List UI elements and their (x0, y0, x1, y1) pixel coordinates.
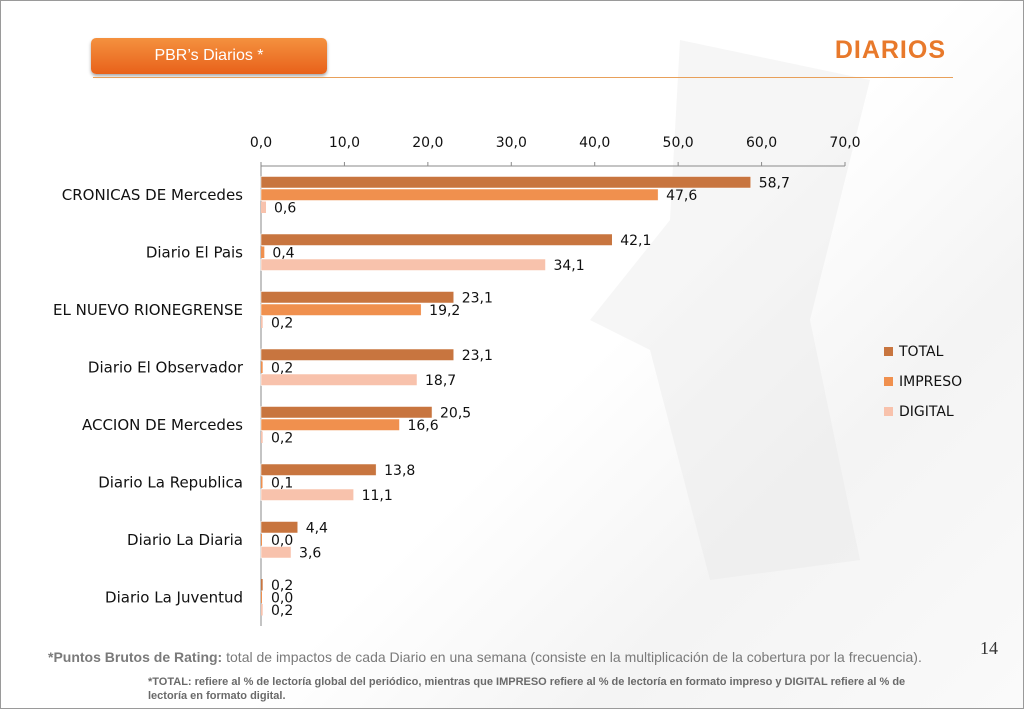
footnote-pbr-term: *Puntos Brutos de Rating: (48, 649, 223, 665)
bar-digital (260, 258, 546, 271)
legend-swatch-digital (884, 407, 893, 416)
bar-impreso (261, 361, 263, 373)
data-label: 20,5 (440, 405, 471, 421)
bar-total (260, 463, 377, 476)
data-label: 0,2 (271, 315, 293, 331)
bar-digital (261, 201, 267, 213)
data-label: 23,1 (462, 290, 493, 306)
x-tick-label: 0,0 (250, 135, 272, 151)
legend-swatch-impreso (884, 377, 893, 386)
watermark-shape (590, 40, 870, 580)
category-label: Diario La Juventud (105, 588, 243, 606)
data-label: 0,2 (271, 360, 293, 376)
x-axis-ticks: 0,0 10,0 20,0 30,0 40,0 50,0 60,0 70,0 (250, 135, 861, 166)
data-label: 13,8 (384, 463, 415, 479)
bar-impreso (260, 303, 422, 316)
x-tick-label: 10,0 (329, 135, 360, 151)
page-title: DIARIOS (834, 36, 946, 64)
x-tick-label: 70,0 (829, 135, 860, 151)
bar-total (260, 233, 613, 246)
data-label: 4,4 (306, 520, 328, 536)
data-label: 0,2 (271, 578, 293, 594)
bar-impreso (261, 246, 265, 258)
data-label: 11,1 (362, 488, 393, 504)
data-label: 0,2 (271, 430, 293, 446)
legend-swatch-total (884, 347, 893, 356)
bar-digital (261, 604, 263, 616)
x-tick-label: 40,0 (579, 135, 610, 151)
bar-chart: 0,0 10,0 20,0 30,0 40,0 50,0 60,0 70,0 58,7 47,6… (53, 135, 962, 626)
bar-total (260, 291, 454, 304)
x-tick-label: 20,0 (412, 135, 443, 151)
data-label: 19,2 (429, 303, 460, 319)
section-badge: PBR’s Diarios * (91, 38, 327, 74)
bar-digital (260, 546, 292, 559)
footnote-pbr: *Puntos Brutos de Rating: total de impac… (48, 648, 948, 666)
bar-total (260, 348, 454, 361)
bar-total (260, 176, 751, 189)
legend-label-digital: DIGITAL (899, 404, 954, 420)
bar-digital (260, 373, 418, 386)
data-label: 47,6 (666, 188, 697, 204)
category-label: Diario La Republica (98, 473, 243, 491)
category-labels: CRONICAS DE Mercedes Diario El Pais EL NUE… (53, 186, 244, 607)
x-tick-label: 50,0 (663, 135, 694, 151)
data-label: 0,0 (271, 590, 293, 606)
data-label: 0,1 (271, 475, 293, 491)
category-label: EL NUEVO RIONEGRENSE (53, 301, 243, 319)
footnote-total: *TOTAL: refiere al % de lectoría global … (148, 676, 906, 702)
bar-digital (261, 431, 263, 443)
bar-impreso (261, 534, 262, 546)
legend-label-total: TOTAL (898, 344, 944, 360)
title-divider (93, 77, 953, 78)
data-label: 0,2 (271, 603, 293, 619)
page-number: 14 (980, 638, 998, 658)
bar-total (260, 406, 433, 419)
x-tick-label: 30,0 (496, 135, 527, 151)
bar-digital (260, 488, 354, 501)
category-label: ACCION DE Mercedes (82, 416, 243, 434)
data-label: 18,7 (425, 373, 456, 389)
data-labels: 58,747,60,642,10,434,123,119,20,223,10,2… (271, 175, 790, 619)
bars (260, 176, 751, 616)
category-label: CRONICAS DE Mercedes (62, 186, 243, 204)
bar-total (261, 579, 263, 591)
x-tick-label: 60,0 (746, 135, 777, 151)
data-label: 0,4 (272, 245, 294, 261)
data-label: 23,1 (462, 348, 493, 364)
bar-impreso (261, 591, 262, 603)
legend-label-impreso: IMPRESO (899, 374, 962, 390)
bar-impreso (261, 476, 263, 488)
data-label: 58,7 (759, 175, 790, 191)
data-label: 42,1 (620, 233, 651, 249)
category-label: Diario El Pais (146, 243, 243, 261)
footnote-pbr-text: total de impactos de cada Diario en una … (222, 649, 922, 665)
data-label: 16,6 (407, 418, 438, 434)
bar-digital (261, 316, 263, 328)
category-label: Diario La Diaria (127, 531, 243, 549)
data-label: 3,6 (299, 545, 321, 561)
data-label: 0,0 (271, 533, 293, 549)
data-label: 0,6 (274, 200, 296, 216)
category-label: Diario El Observador (88, 358, 244, 376)
legend: TOTAL IMPRESO DIGITAL (884, 344, 962, 420)
data-label: 34,1 (553, 258, 584, 274)
bar-impreso (260, 188, 659, 201)
section-badge-label: PBR’s Diarios * (154, 47, 264, 64)
bar-impreso (260, 418, 400, 431)
bar-total (260, 521, 298, 534)
